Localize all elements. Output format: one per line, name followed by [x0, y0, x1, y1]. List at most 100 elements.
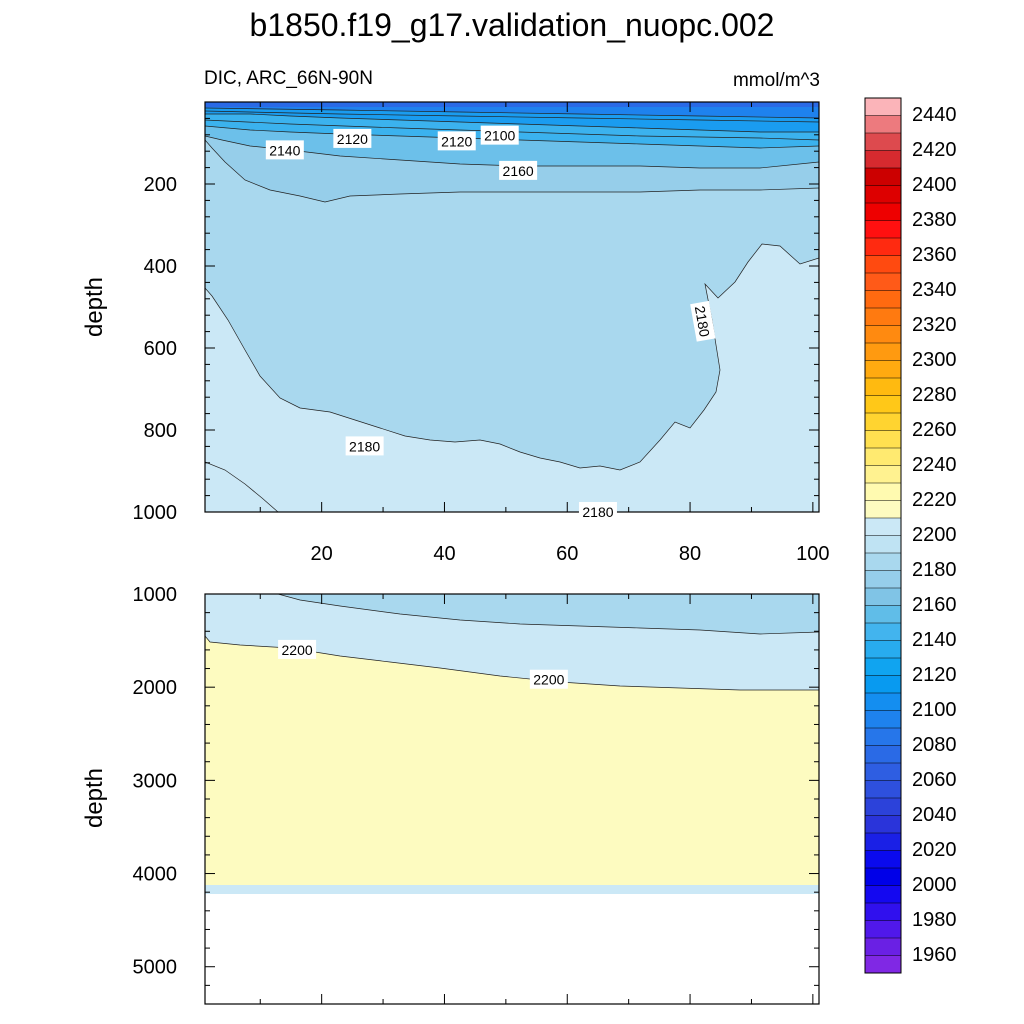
y-tick-label: 5000 [133, 957, 178, 979]
colorbar-label: 2120 [912, 664, 957, 686]
svg-text:2140: 2140 [269, 142, 300, 158]
y-tick-label: 600 [144, 338, 177, 360]
colorbar-swatch [865, 710, 901, 729]
colorbar-swatch [865, 850, 901, 869]
colorbar: 2440 2420 2400 2380 2360 2340 2320 2300 2280 2260… [864, 97, 957, 974]
contour-label: 2100 [480, 125, 519, 145]
svg-text:2180: 2180 [582, 504, 613, 520]
colorbar-swatch [865, 518, 901, 536]
colorbar-swatch [865, 623, 901, 641]
x-tick-label: 20 [311, 543, 333, 565]
colorbar-swatch [865, 115, 901, 134]
upper-ylabel: depth [81, 277, 108, 337]
contour-label: 2160 [499, 160, 538, 180]
colorbar-swatch [865, 343, 901, 361]
x-tick-label: 40 [433, 543, 455, 565]
colorbar-swatch [865, 745, 901, 764]
colorbar-label: 2300 [912, 349, 957, 371]
colorbar-label: 2040 [912, 804, 957, 826]
colorbar-swatch [865, 903, 901, 921]
y-tick-label: 1000 [133, 502, 178, 524]
colorbar-label: 2260 [912, 419, 957, 441]
colorbar-label: 2000 [912, 874, 957, 896]
colorbar-swatch [865, 133, 901, 151]
colorbar-label: 2280 [912, 384, 957, 406]
svg-text:2180: 2180 [692, 305, 713, 339]
colorbar-swatch [865, 483, 901, 501]
colorbar-label: 1980 [912, 909, 957, 931]
svg-text:2100: 2100 [484, 128, 515, 144]
y-tick-label: 4000 [133, 864, 178, 886]
colorbar-swatch [865, 448, 901, 466]
colorbar-swatch [865, 273, 901, 291]
variable-region-label: DIC, ARC_66N-90N [204, 68, 373, 89]
colorbar-swatch [865, 150, 901, 169]
colorbar-label: 2140 [912, 629, 957, 651]
units-label: mmol/m^3 [733, 70, 820, 91]
lower-fill-2200-2220 [205, 636, 819, 885]
svg-text:2120: 2120 [441, 133, 472, 149]
lower-contour-lines [205, 594, 819, 691]
svg-text:2120: 2120 [337, 131, 368, 147]
x-tick-label: 100 [796, 543, 829, 565]
contour-label: 2140 [265, 140, 304, 160]
colorbar-label: 2420 [912, 139, 957, 161]
colorbar-swatch [865, 780, 901, 799]
colorbar-swatch [865, 553, 901, 571]
svg-text:2160: 2160 [503, 163, 534, 179]
contour-label: 2200 [529, 669, 568, 689]
colorbar-label: 2200 [912, 524, 957, 546]
colorbar-swatch [865, 658, 901, 676]
colorbar-swatch [865, 378, 901, 396]
svg-text:2200: 2200 [282, 642, 313, 658]
colorbar-label: 2340 [912, 279, 957, 301]
colorbar-label: 2400 [912, 174, 957, 196]
colorbar-swatch [865, 675, 901, 694]
colorbar-swatch [865, 360, 901, 379]
y-tick-label: 2000 [133, 677, 178, 699]
colorbar-swatch [865, 693, 901, 711]
lower-axis-labels: 1000 2000 3000 4000 5000 [133, 584, 178, 979]
svg-text:2180: 2180 [349, 438, 380, 454]
upper-fill-top-strip [205, 102, 819, 107]
colorbar-swatch [865, 325, 901, 344]
upper-contour-labels: 2100 2120 2120 2140 2160 2180 2180 2180 [265, 125, 716, 521]
colorbar-swatch [865, 815, 901, 834]
contour-label: 2200 [278, 639, 317, 659]
colorbar-swatch [865, 938, 901, 956]
figure-title: b1850.f19_g17.validation_nuopc.002 [250, 7, 775, 43]
lower-ticks [205, 594, 819, 1005]
contour-label: 2120 [333, 128, 372, 148]
colorbar-swatch [865, 465, 901, 484]
y-tick-label: 800 [144, 420, 177, 442]
lower-panel-contours [205, 594, 819, 894]
colorbar-label: 2080 [912, 734, 957, 756]
y-tick-label: 200 [144, 174, 177, 196]
colorbar-swatch [865, 413, 901, 431]
upper-contour-lines [205, 107, 819, 512]
colorbar-swatch [865, 605, 901, 624]
colorbar-label: 2060 [912, 769, 957, 791]
colorbar-label: 1960 [912, 944, 957, 966]
lower-fill-2160-2180 [278, 594, 819, 634]
colorbar-swatch [865, 640, 901, 659]
colorbar-swatch [865, 500, 901, 519]
contour-label: 2180 [345, 436, 384, 456]
colorbar-swatch [865, 395, 901, 414]
lower-contour-labels: 2200 2200 [278, 639, 568, 689]
colorbar-swatch [865, 430, 901, 449]
upper-ticks [205, 102, 819, 513]
colorbar-label: 2160 [912, 594, 957, 616]
colorbar-label: 2440 [912, 104, 957, 126]
colorbar-swatch [865, 728, 901, 746]
svg-text:2200: 2200 [533, 672, 564, 688]
colorbar-swatch [865, 290, 901, 309]
colorbar-label: 2020 [912, 839, 957, 861]
x-tick-label: 80 [679, 543, 701, 565]
colorbar-swatch [865, 535, 901, 554]
colorbar-swatch [865, 255, 901, 274]
colorbar-swatch [865, 763, 901, 781]
colorbar-label: 2100 [912, 699, 957, 721]
lower-ylabel: depth [81, 768, 108, 828]
